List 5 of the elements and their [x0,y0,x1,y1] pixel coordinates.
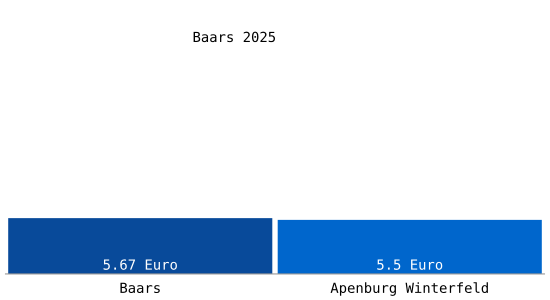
data-label: 5.67 Euro [104,259,177,270]
x-tick-label: Apenburg Winterfeld [330,282,488,296]
chart-title: Baars 2025 [194,32,275,42]
data-label: 5.5 Euro [377,259,442,270]
x-tick-label: Baars [120,282,160,294]
